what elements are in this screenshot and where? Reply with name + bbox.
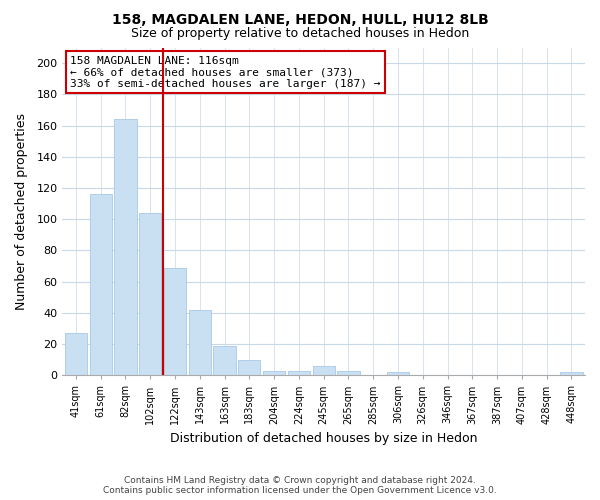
- Bar: [387, 372, 409, 376]
- Bar: [139, 213, 161, 376]
- Bar: [337, 370, 359, 376]
- Bar: [115, 120, 137, 376]
- Bar: [288, 370, 310, 376]
- Text: Contains HM Land Registry data © Crown copyright and database right 2024.
Contai: Contains HM Land Registry data © Crown c…: [103, 476, 497, 495]
- Text: Size of property relative to detached houses in Hedon: Size of property relative to detached ho…: [131, 28, 469, 40]
- Bar: [560, 372, 583, 376]
- X-axis label: Distribution of detached houses by size in Hedon: Distribution of detached houses by size …: [170, 432, 478, 445]
- Y-axis label: Number of detached properties: Number of detached properties: [15, 113, 28, 310]
- Bar: [188, 310, 211, 376]
- Bar: [164, 268, 186, 376]
- Bar: [65, 333, 87, 376]
- Bar: [313, 366, 335, 376]
- Bar: [214, 346, 236, 376]
- Text: 158, MAGDALEN LANE, HEDON, HULL, HU12 8LB: 158, MAGDALEN LANE, HEDON, HULL, HU12 8L…: [112, 12, 488, 26]
- Bar: [238, 360, 260, 376]
- Bar: [89, 194, 112, 376]
- Text: 158 MAGDALEN LANE: 116sqm
← 66% of detached houses are smaller (373)
33% of semi: 158 MAGDALEN LANE: 116sqm ← 66% of detac…: [70, 56, 380, 89]
- Bar: [263, 370, 285, 376]
